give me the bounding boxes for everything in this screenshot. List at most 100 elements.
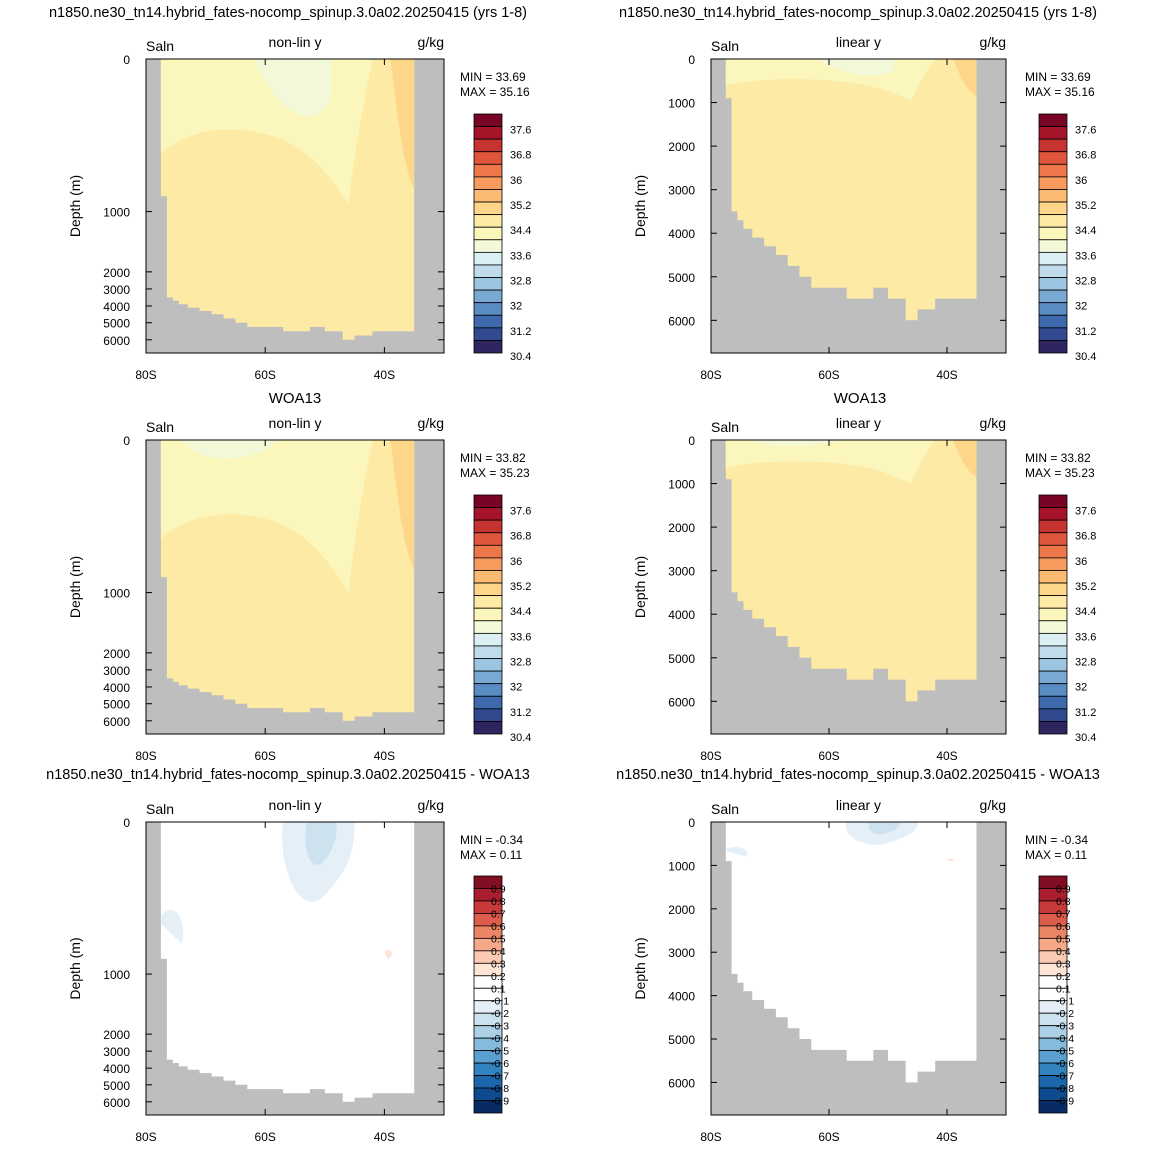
- colorbar-swatch: [473, 314, 503, 329]
- colorbar-label: 0.4: [491, 946, 506, 958]
- band-surface-fresh-a: [181, 440, 278, 459]
- colorbar-swatch: [473, 163, 503, 178]
- max-label: MAX = 35.16: [1025, 85, 1095, 99]
- y-axis-label: Depth (m): [632, 175, 648, 237]
- colorbar-swatch: [473, 189, 503, 203]
- plot-frame: [145, 58, 445, 354]
- panel-unit-label: g/kg: [980, 797, 1006, 813]
- x-tick-label: 40S: [936, 1130, 957, 1144]
- colorbar-label: 37.6: [1075, 124, 1096, 136]
- colorbar-swatch: [1038, 570, 1068, 584]
- y-tick-label: 6000: [103, 715, 130, 729]
- max-label: MAX = 0.11: [1025, 848, 1087, 862]
- colorbar-label: -0.3: [491, 1021, 509, 1033]
- x-tick-label: 40S: [374, 1130, 395, 1144]
- y-tick-label: 5000: [103, 317, 130, 331]
- x-tick-label: 40S: [374, 368, 395, 382]
- band-35.2-36: [952, 440, 977, 478]
- y-tick-label: 6000: [668, 314, 695, 328]
- panel-model-nonlinear: 0 1000 2000 3000 4000 5000 6000 80S 60S 40S Saln no…: [67, 34, 531, 382]
- colorbar-label: 36.8: [1075, 531, 1096, 543]
- colorbar-label: -0.9: [1056, 1096, 1074, 1108]
- y-tick-label: 3000: [668, 565, 695, 579]
- colorbar-label: 30.4: [510, 732, 531, 744]
- x-tick-label: 60S: [818, 1130, 839, 1144]
- colorbar-swatch: [473, 620, 503, 634]
- colorbar-swatch: [473, 214, 503, 228]
- colorbar-label: 0.3: [491, 958, 506, 970]
- colorbar-label: 0.9: [491, 883, 506, 895]
- colorbar-label: 32: [510, 301, 522, 313]
- colorbar-label: 0.7: [1056, 908, 1071, 920]
- colorbar-label: 32.8: [1075, 656, 1096, 668]
- colorbar-label: 36.8: [510, 531, 531, 543]
- panel-variable-label: Saln: [711, 801, 739, 817]
- y-axis-label: Depth (m): [67, 937, 83, 999]
- colorbar-label: -0.7: [1056, 1071, 1074, 1083]
- y-tick-label: 2000: [668, 903, 695, 917]
- colorbar-label: 32: [510, 682, 522, 694]
- colorbar-label: 0.5: [1056, 933, 1071, 945]
- y-tick-label: 0: [688, 53, 695, 67]
- salinity-field: [725, 440, 977, 702]
- colorbar-swatch: [1038, 595, 1068, 609]
- y-tick-label: 1000: [103, 587, 130, 601]
- band-33.6-34.4: [160, 440, 373, 593]
- band-surface-fresh-a: [746, 440, 841, 446]
- colorbar-swatch: [1038, 607, 1068, 622]
- panel-axis-mode-label: linear y: [836, 415, 881, 431]
- y-tick-label: 3000: [103, 283, 130, 297]
- panel-variable-label: Saln: [146, 801, 174, 817]
- colorbar-label: 0.1: [491, 983, 506, 995]
- colorbar-swatch: [1038, 189, 1068, 203]
- plot-frame: [710, 439, 1007, 735]
- colorbar-swatch: [1038, 214, 1068, 228]
- colorbar-label: -0.5: [491, 1046, 509, 1058]
- panel-axis-mode-label: linear y: [836, 34, 881, 50]
- colorbar-swatch: [473, 494, 503, 508]
- colorbar-swatch: [473, 570, 503, 584]
- band-33.6-34.4: [725, 440, 936, 484]
- colorbar-label: 35.2: [510, 581, 531, 593]
- colorbar-label: 33.6: [510, 250, 531, 262]
- row-title-diff-right: n1850.ne30_tn14.hybrid_fates-nocomp_spin…: [616, 767, 1100, 783]
- colorbar-label: 32.8: [510, 275, 531, 287]
- colorbar-swatch: [1038, 544, 1068, 559]
- colorbar-label: 30.4: [1075, 732, 1096, 744]
- colorbar-swatch: [473, 239, 503, 253]
- panel-diff-linear: 0 1000 2000 3000 4000 5000 6000 80S 60S 40S Saln li…: [632, 797, 1088, 1144]
- colorbar-swatch: [1038, 340, 1068, 354]
- band-35.2-36: [390, 440, 415, 570]
- max-label: MAX = 0.11: [460, 848, 522, 862]
- y-tick-label: 6000: [668, 695, 695, 709]
- y-tick-label: 4000: [103, 681, 130, 695]
- x-tick-label: 80S: [700, 1130, 721, 1144]
- colorbar-swatch: [1038, 1100, 1068, 1114]
- x-tick-label: 60S: [255, 749, 276, 763]
- y-tick-label: 5000: [668, 1033, 695, 1047]
- band-diff-shelf: [725, 847, 748, 857]
- colorbar-swatch: [1038, 670, 1068, 685]
- colorbar-label: 0.9: [1056, 883, 1071, 895]
- colorbar-label: 35.2: [510, 200, 531, 212]
- colorbar: 37.6 36.8 36 35.2 34.4 33.6 32.8 32 31.2 30.4: [1038, 494, 1096, 744]
- colorbar-label: 0.3: [1056, 958, 1071, 970]
- colorbar-label: 36.8: [1075, 150, 1096, 162]
- colorbar-label: 0.6: [1056, 921, 1071, 933]
- colorbar-swatch: [473, 201, 503, 216]
- colorbar-label: -0.6: [1056, 1058, 1074, 1070]
- panel-axis-mode-label: linear y: [836, 797, 881, 813]
- colorbar-label: -0.4: [491, 1033, 509, 1045]
- colorbar-swatch: [473, 327, 503, 341]
- x-tick-label: 60S: [818, 368, 839, 382]
- colorbar-label: 35.2: [1075, 200, 1096, 212]
- colorbar-swatch: [1038, 582, 1068, 597]
- salinity-field: [160, 59, 415, 340]
- colorbar-swatch: [1038, 683, 1068, 697]
- colorbar-swatch: [473, 226, 503, 241]
- colorbar-swatch: [473, 632, 503, 647]
- colorbar-label: 37.6: [1075, 505, 1096, 517]
- y-tick-label: 0: [688, 816, 695, 830]
- x-tick-label: 80S: [700, 368, 721, 382]
